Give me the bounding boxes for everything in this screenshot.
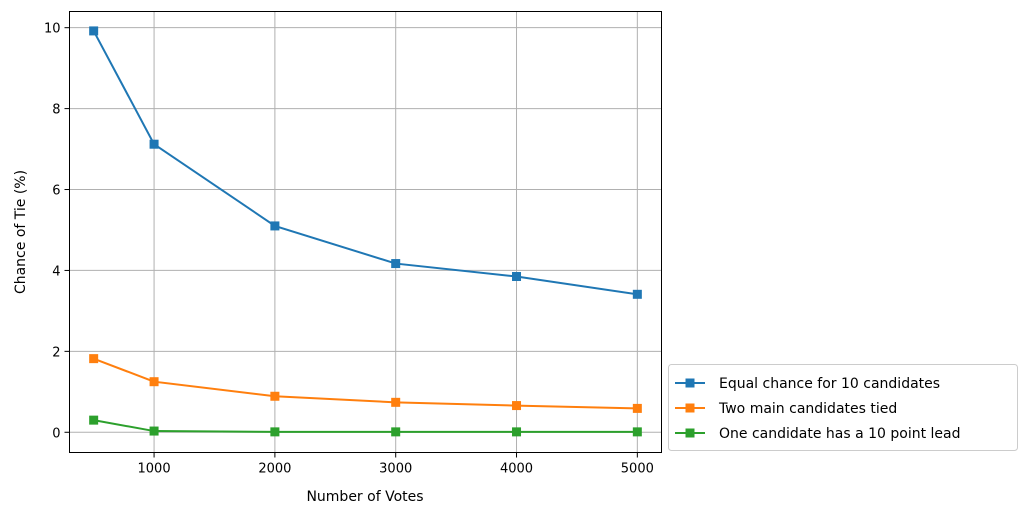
series-group <box>89 26 642 437</box>
y-tick-label: 2 <box>52 345 60 360</box>
x-axis-label: Number of Votes <box>306 489 423 505</box>
y-tick-label: 6 <box>52 184 60 199</box>
data-point <box>632 403 642 413</box>
series-3 <box>89 415 642 437</box>
y-tick-label: 8 <box>52 103 60 118</box>
y-axis-ticks: 0 2 4 6 8 10 <box>44 22 70 441</box>
plot-frame <box>69 11 662 453</box>
data-point <box>632 289 642 299</box>
x-tick-label: 4000 <box>500 462 533 477</box>
x-tick-label: 3000 <box>379 462 412 477</box>
data-point <box>270 427 280 437</box>
y-axis-label: Chance of Tie (%) <box>13 170 29 294</box>
data-point <box>391 427 401 437</box>
x-tick-label: 5000 <box>621 462 654 477</box>
y-tick-label: 0 <box>52 426 60 441</box>
data-point <box>632 427 642 437</box>
legend-marker <box>685 378 695 388</box>
data-point <box>149 139 159 149</box>
data-point <box>270 221 280 231</box>
series-2 <box>89 354 642 413</box>
legend-label: Equal chance for 10 candidates <box>719 376 940 392</box>
legend-marker <box>685 403 695 413</box>
series-line <box>92 30 638 296</box>
legend-label: Two main candidates tied <box>718 401 897 417</box>
y-tick-label: 10 <box>44 22 61 37</box>
data-point <box>391 397 401 407</box>
x-tick-label: 1000 <box>138 462 171 477</box>
grid-lines <box>69 11 662 453</box>
legend-label: One candidate has a 10 point lead <box>719 426 961 442</box>
data-point <box>149 426 159 436</box>
data-point <box>89 26 99 36</box>
data-point <box>89 354 99 364</box>
legend: Equal chance for 10 candidates Two main c… <box>668 364 1018 451</box>
x-tick-label: 2000 <box>258 462 291 477</box>
series-1 <box>89 26 642 299</box>
series-line <box>93 357 638 410</box>
data-point <box>391 259 401 269</box>
data-point <box>512 401 522 411</box>
series-line <box>93 419 638 433</box>
data-point <box>512 427 522 437</box>
x-axis-ticks: 1000 2000 3000 4000 5000 <box>138 452 654 477</box>
data-point <box>89 415 99 425</box>
legend-item: Equal chance for 10 candidates <box>675 376 940 392</box>
legend-item: Two main candidates tied <box>675 401 897 417</box>
legend-item: One candidate has a 10 point lead <box>675 426 961 442</box>
y-tick-label: 4 <box>52 264 60 279</box>
legend-box <box>668 364 1018 451</box>
data-point <box>149 377 159 387</box>
data-point <box>512 272 522 282</box>
legend-marker <box>685 428 695 438</box>
data-point <box>270 391 280 401</box>
